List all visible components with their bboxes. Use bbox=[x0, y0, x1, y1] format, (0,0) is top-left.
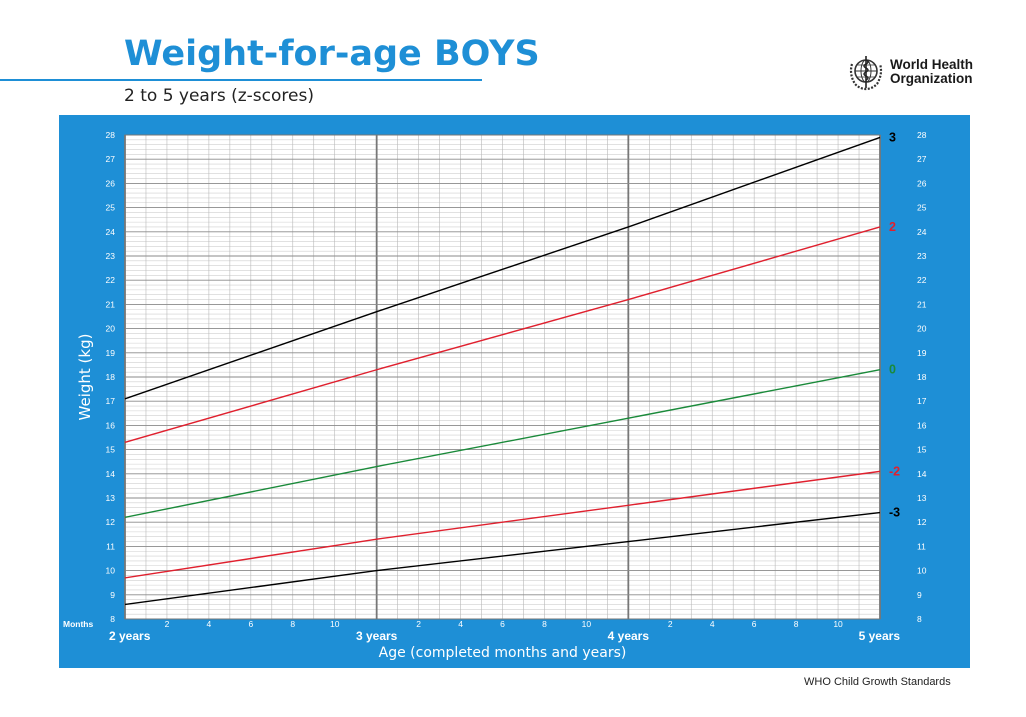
y-tick-label-left: 21 bbox=[106, 299, 116, 309]
y-axis-label: Weight (kg) bbox=[76, 334, 94, 421]
y-tick-label-left: 17 bbox=[106, 396, 116, 406]
series-line-z2 bbox=[124, 226, 881, 444]
x-year-label: 3 years bbox=[356, 629, 398, 643]
y-tick-label-left: 26 bbox=[106, 178, 116, 188]
x-year-label: 2 years bbox=[109, 629, 151, 643]
org-name-line1: World Health bbox=[890, 57, 974, 72]
y-tick-label-right: 24 bbox=[917, 227, 927, 237]
series-label-z-2: -2 bbox=[889, 464, 900, 478]
y-tick-label-right: 13 bbox=[917, 493, 927, 503]
y-tick-label-right: 12 bbox=[917, 517, 927, 527]
who-emblem-icon bbox=[849, 56, 883, 91]
x-tick-label: 6 bbox=[752, 619, 757, 629]
y-tick-label-right: 22 bbox=[917, 275, 927, 285]
plot-border bbox=[124, 134, 881, 620]
y-tick-label-right: 26 bbox=[917, 178, 927, 188]
y-tick-label-left: 23 bbox=[106, 251, 116, 261]
y-tick-label-right: 21 bbox=[917, 299, 927, 309]
y-tick-label-left: 16 bbox=[106, 420, 116, 430]
y-tick-label-left: 15 bbox=[106, 445, 116, 455]
y-tick-label-right: 25 bbox=[917, 203, 927, 213]
x-tick-label: 6 bbox=[500, 619, 505, 629]
y-tick-label-left: 25 bbox=[106, 203, 116, 213]
x-tick-label: 8 bbox=[794, 619, 799, 629]
series-label-z-3: -3 bbox=[889, 506, 900, 520]
x-year-label: 4 years bbox=[608, 629, 650, 643]
x-tick-label: 2 bbox=[668, 619, 673, 629]
x-axis-label: Age (completed months and years) bbox=[379, 645, 627, 661]
x-tick-label: 2 bbox=[165, 619, 170, 629]
x-tick-label: 8 bbox=[290, 619, 295, 629]
x-tick-label: 4 bbox=[207, 619, 212, 629]
y-tick-label-left: 19 bbox=[106, 348, 116, 358]
y-tick-label-left: 10 bbox=[106, 566, 116, 576]
x-tick-label: 4 bbox=[710, 619, 715, 629]
grid bbox=[124, 134, 881, 620]
y-tick-label-left: 22 bbox=[106, 275, 116, 285]
x-tick-label: 2 bbox=[416, 619, 421, 629]
y-tick-label-right: 10 bbox=[917, 566, 927, 576]
y-tick-label-right: 23 bbox=[917, 251, 927, 261]
y-tick-label-right: 15 bbox=[917, 445, 927, 455]
series-line-z-2 bbox=[124, 470, 881, 579]
y-tick-label-right: 17 bbox=[917, 396, 927, 406]
x-tick-label: 4 bbox=[458, 619, 463, 629]
y-tick-label-right: 20 bbox=[917, 324, 927, 334]
y-tick-label-right: 16 bbox=[917, 420, 927, 430]
y-tick-label-left: 24 bbox=[106, 227, 116, 237]
growth-chart: 8 8 9 9 10 10 11 11 12 12 13 13 14 14 15 15 16 16 17 17 18 18… bbox=[63, 130, 927, 661]
y-tick-label-left: 18 bbox=[106, 372, 116, 382]
org-name-line2: Organization bbox=[890, 71, 973, 86]
x-year-label: 5 years bbox=[859, 629, 901, 643]
y-tick-label-left: 13 bbox=[106, 493, 116, 503]
y-tick-label-right: 11 bbox=[917, 541, 926, 551]
y-tick-label-right: 19 bbox=[917, 348, 927, 358]
y-tick-label-right: 27 bbox=[917, 154, 927, 164]
y-tick-label-right: 28 bbox=[917, 130, 927, 140]
x-months-label: Months bbox=[63, 619, 93, 629]
y-tick-label-left: 12 bbox=[106, 517, 116, 527]
who-logo: World Health Organization bbox=[846, 52, 973, 92]
series-label-z3: 3 bbox=[889, 130, 896, 144]
y-tick-label-right: 8 bbox=[917, 614, 922, 624]
page-title: Weight-for-age BOYS bbox=[124, 34, 540, 74]
y-tick-label-left: 20 bbox=[106, 324, 116, 334]
y-tick-label-left: 14 bbox=[106, 469, 116, 479]
series-label-z2: 2 bbox=[889, 220, 896, 234]
series-line-z-3 bbox=[124, 511, 881, 606]
x-tick-label: 10 bbox=[330, 619, 340, 629]
y-tick-label-right: 18 bbox=[917, 372, 927, 382]
page-subtitle: 2 to 5 years (z-scores) bbox=[124, 86, 314, 106]
x-tick-label: 6 bbox=[248, 619, 253, 629]
y-tick-label-left: 27 bbox=[106, 154, 116, 164]
y-tick-label-right: 14 bbox=[917, 469, 927, 479]
y-tick-label-left: 9 bbox=[110, 590, 115, 600]
y-tick-label-right: 9 bbox=[917, 590, 922, 600]
series-group: 3 2 0 -2 -3 bbox=[124, 130, 900, 606]
x-tick-label: 10 bbox=[833, 619, 843, 629]
y-tick-label-left: 28 bbox=[106, 130, 116, 140]
title-underline bbox=[0, 79, 482, 81]
y-tick-label-left: 8 bbox=[110, 614, 115, 624]
y-tick-label-left: 11 bbox=[106, 541, 115, 551]
series-line-z3 bbox=[124, 136, 881, 400]
footer-source: WHO Child Growth Standards bbox=[804, 676, 951, 688]
series-label-z0: 0 bbox=[889, 363, 896, 377]
x-tick-label: 8 bbox=[542, 619, 547, 629]
series-line-z0 bbox=[124, 369, 881, 519]
x-tick-label: 10 bbox=[582, 619, 592, 629]
chart-panel: 8 8 9 9 10 10 11 11 12 12 13 13 14 14 15 15 16 16 17 17 18 18… bbox=[59, 115, 970, 668]
